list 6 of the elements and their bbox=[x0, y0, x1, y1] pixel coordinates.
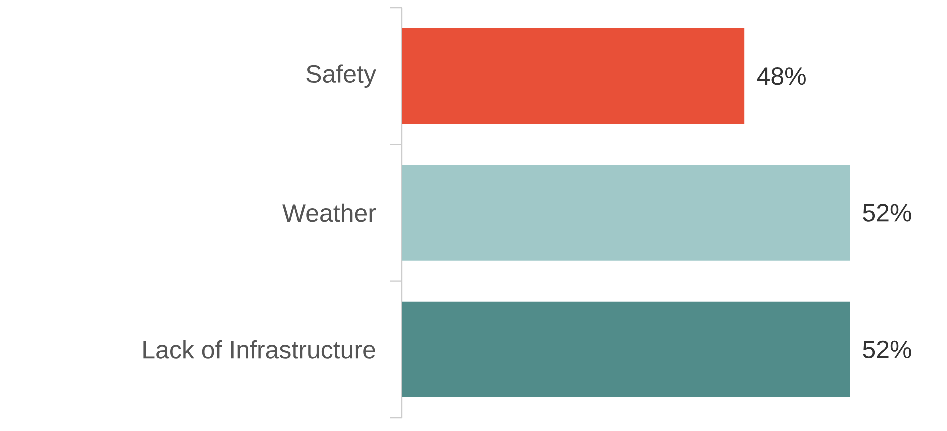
data-label: 52% bbox=[863, 204, 912, 222]
data-label: 52% bbox=[863, 340, 912, 359]
y-tick-label: Safety bbox=[306, 64, 376, 88]
y-tick-label: Weather bbox=[282, 204, 376, 222]
y-tick-label: Lack of Infrastructure bbox=[144, 340, 376, 359]
data-label: 48% bbox=[757, 67, 806, 86]
